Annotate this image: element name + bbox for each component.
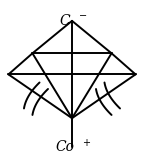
Text: −: − <box>79 11 87 21</box>
Text: C: C <box>60 14 70 28</box>
Text: +: + <box>82 137 90 148</box>
Text: Co: Co <box>55 140 74 154</box>
